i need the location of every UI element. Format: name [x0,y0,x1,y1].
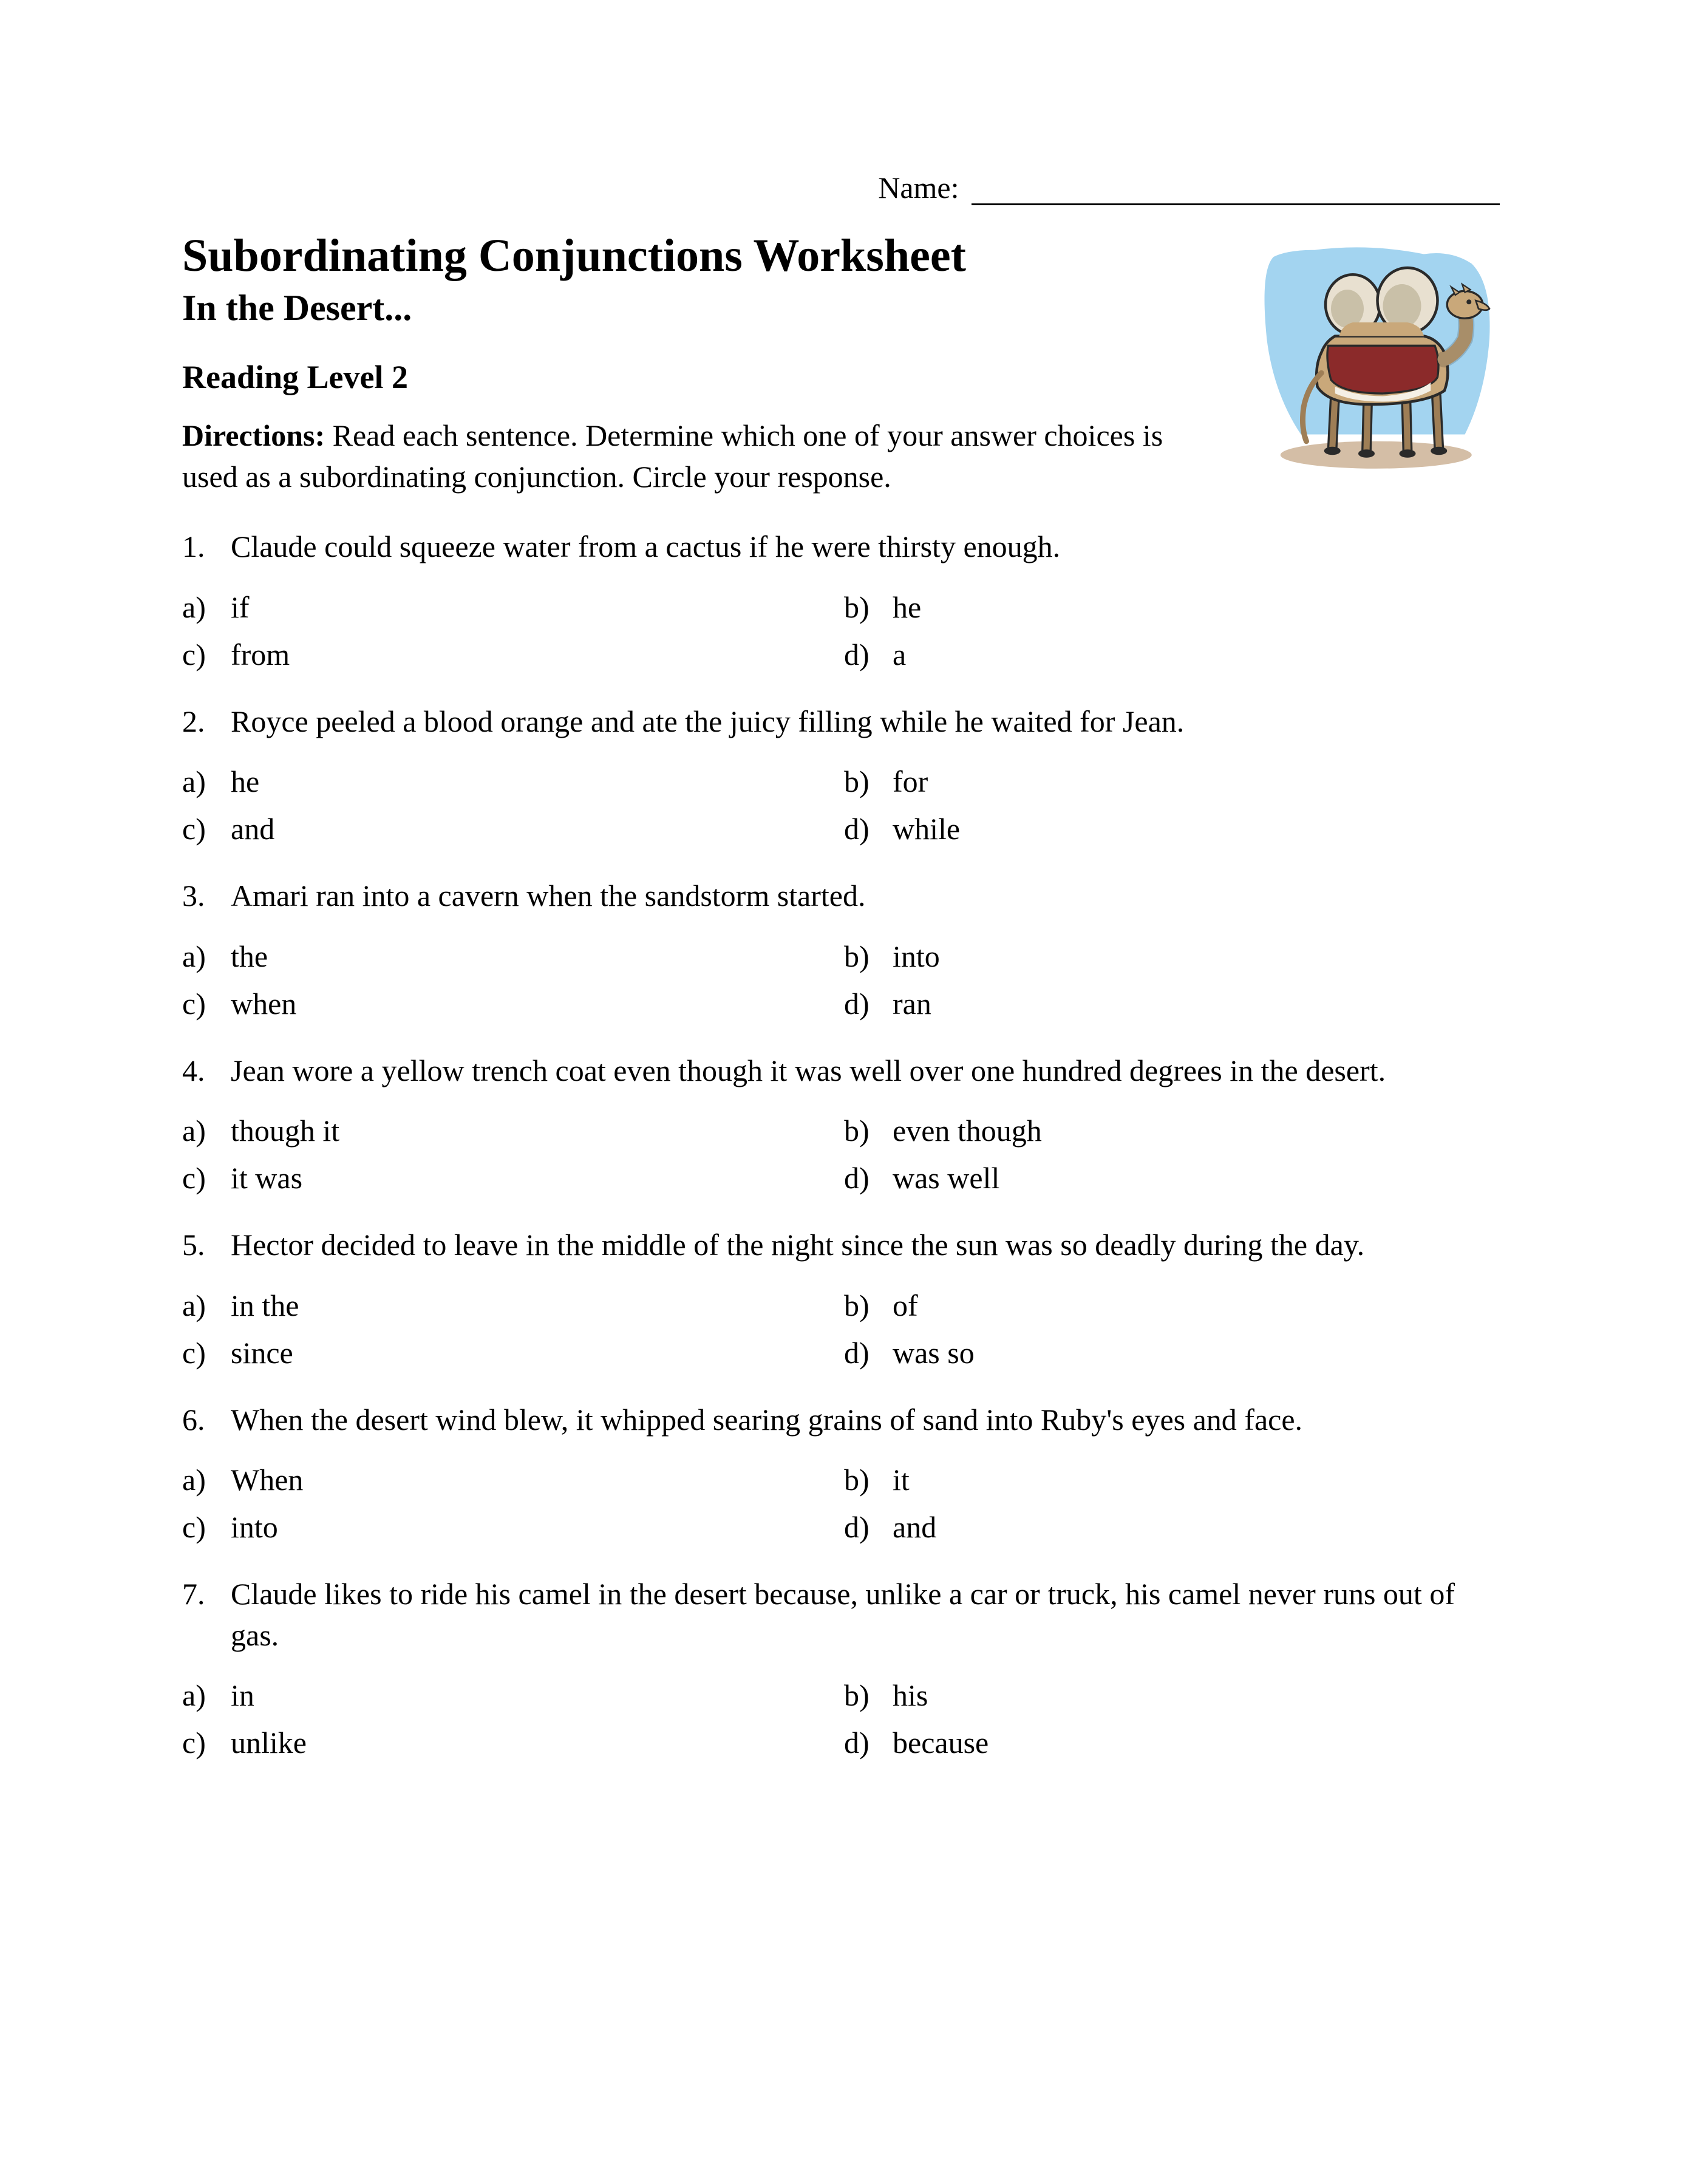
directions: Directions: Read each sentence. Determin… [182,415,1166,497]
name-field-row: Name: [182,170,1506,205]
name-underline[interactable] [972,203,1500,205]
option-a[interactable]: a)in the [182,1288,844,1323]
question-text: Claude could squeeze water from a cactus… [231,526,1506,568]
option-d[interactable]: d)was so [844,1335,1506,1370]
question-3: 3. Amari ran into a cavern when the sand… [182,876,1506,1021]
option-c[interactable]: c)into [182,1509,844,1545]
option-c[interactable]: c)and [182,811,844,846]
option-a[interactable]: a)though it [182,1113,844,1148]
question-number: 4. [182,1050,231,1092]
option-d[interactable]: d)while [844,811,1506,846]
question-number: 7. [182,1574,231,1656]
question-number: 5. [182,1225,231,1266]
option-c[interactable]: c)unlike [182,1725,844,1760]
question-4: 4. Jean wore a yellow trench coat even t… [182,1050,1506,1196]
option-b[interactable]: b)he [844,590,1506,625]
camel-illustration [1233,230,1506,503]
directions-text: Read each sentence. Determine which one … [182,418,1163,494]
option-b[interactable]: b)even though [844,1113,1506,1148]
option-d[interactable]: d)and [844,1509,1506,1545]
option-c[interactable]: c)it was [182,1160,844,1196]
question-5: 5. Hector decided to leave in the middle… [182,1225,1506,1370]
question-number: 3. [182,876,231,917]
header-row: Subordinating Conjunctions Worksheet In … [182,230,1506,526]
question-number: 1. [182,526,231,568]
question-text: Jean wore a yellow trench coat even thou… [231,1050,1506,1092]
option-c[interactable]: c)since [182,1335,844,1370]
question-number: 2. [182,701,231,743]
option-b[interactable]: b)of [844,1288,1506,1323]
option-b[interactable]: b)for [844,764,1506,799]
worksheet-title: Subordinating Conjunctions Worksheet [182,230,1208,282]
name-label: Name: [878,171,959,205]
question-7: 7. Claude likes to ride his camel in the… [182,1574,1506,1760]
option-a[interactable]: a)the [182,939,844,974]
option-a[interactable]: a)if [182,590,844,625]
question-1: 1. Claude could squeeze water from a cac… [182,526,1506,672]
option-a[interactable]: a)he [182,764,844,799]
reading-level: Reading Level 2 [182,358,1208,396]
question-6: 6. When the desert wind blew, it whipped… [182,1400,1506,1545]
option-a[interactable]: a)When [182,1462,844,1497]
question-text: When the desert wind blew, it whipped se… [231,1400,1506,1441]
option-d[interactable]: d)because [844,1725,1506,1760]
option-b[interactable]: b)his [844,1678,1506,1713]
question-number: 6. [182,1400,231,1441]
question-text: Claude likes to ride his camel in the de… [231,1574,1506,1656]
option-c[interactable]: c)when [182,986,844,1021]
questions-list: 1. Claude could squeeze water from a cac… [182,526,1506,1760]
option-d[interactable]: d)was well [844,1160,1506,1196]
header-text: Subordinating Conjunctions Worksheet In … [182,230,1208,526]
option-a[interactable]: a)in [182,1678,844,1713]
option-b[interactable]: b)into [844,939,1506,974]
question-text: Hector decided to leave in the middle of… [231,1225,1506,1266]
question-2: 2. Royce peeled a blood orange and ate t… [182,701,1506,847]
question-text: Royce peeled a blood orange and ate the … [231,701,1506,743]
option-c[interactable]: c)from [182,637,844,672]
option-d[interactable]: d)a [844,637,1506,672]
worksheet-subtitle: In the Desert... [182,287,1208,329]
question-text: Amari ran into a cavern when the sandsto… [231,876,1506,917]
directions-label: Directions: [182,418,325,452]
option-d[interactable]: d)ran [844,986,1506,1021]
option-b[interactable]: b)it [844,1462,1506,1497]
